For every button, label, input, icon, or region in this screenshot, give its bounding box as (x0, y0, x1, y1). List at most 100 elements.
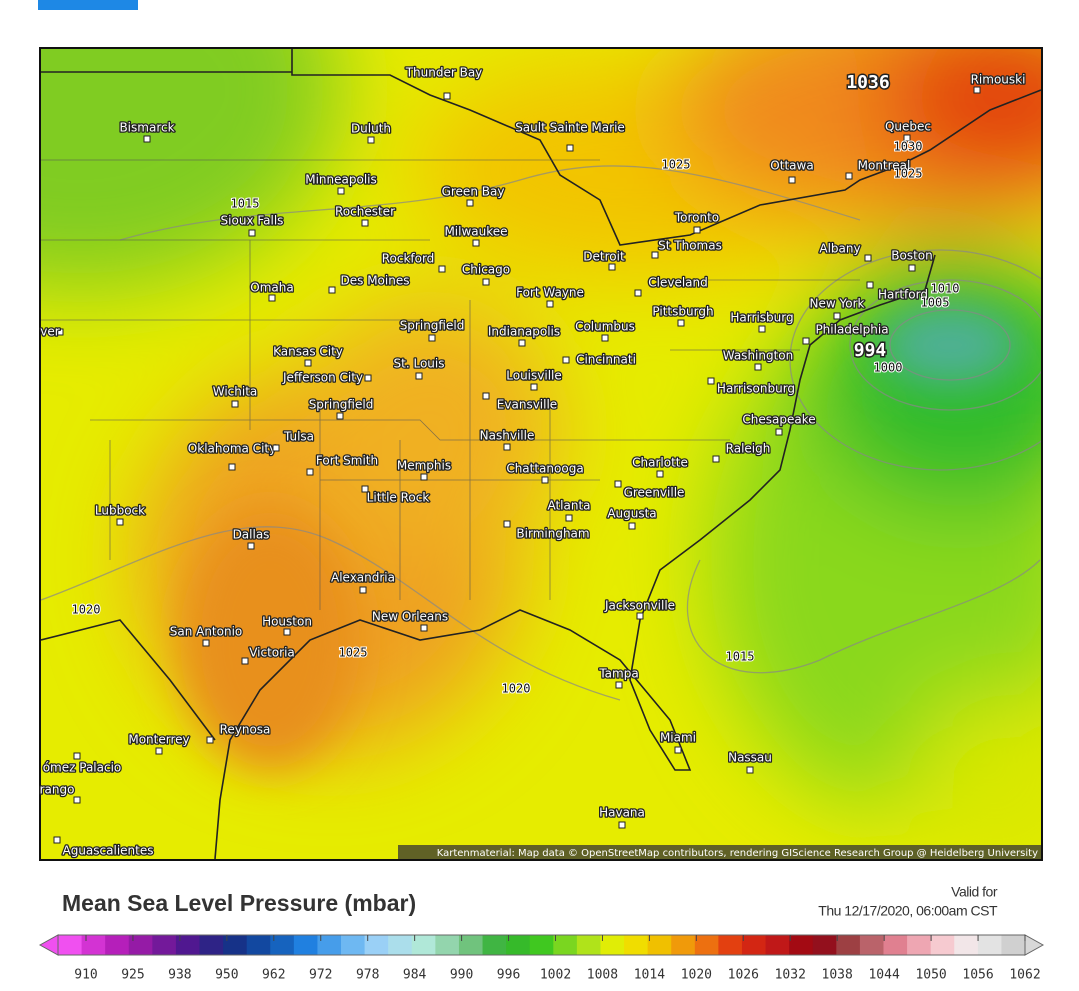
city-label: Green Bay (442, 185, 505, 199)
valid-label: Valid for (951, 884, 998, 900)
colorbar-label: 950 (215, 968, 238, 983)
map-frame (39, 47, 1043, 861)
city-label: New York (810, 297, 865, 311)
city-label: ver (40, 325, 59, 339)
isobar-label: 1015 (231, 197, 260, 211)
city-label: Nassau (728, 751, 772, 765)
city-label: Charlotte (632, 456, 688, 470)
colorbar-segment (506, 935, 531, 955)
colorbar-label: 978 (356, 968, 379, 983)
city-label: Birmingham (516, 527, 589, 541)
city-marker (565, 514, 573, 522)
city-marker (908, 264, 916, 272)
city-label: Harrisonburg (717, 382, 795, 396)
city-marker (615, 681, 623, 689)
isobar-label: 1000 (874, 361, 903, 375)
attribution: Kartenmaterial: Map data © OpenStreetMap… (437, 848, 1038, 859)
isobar-label: 1020 (502, 682, 531, 696)
borders (41, 49, 1041, 859)
colorbar-segment (954, 935, 979, 955)
city-label: Boston (891, 249, 932, 263)
city-label: Bismarck (119, 121, 174, 135)
city-marker (608, 263, 616, 271)
city-label: Fort Wayne (516, 286, 584, 300)
city-marker (202, 639, 210, 647)
colorbar-segment (836, 935, 861, 955)
city-marker (228, 463, 236, 471)
city-label: Sault Sainte Marie (515, 121, 625, 135)
isobar-label: 994 (854, 340, 887, 361)
colorbar-segment (175, 935, 201, 955)
isobar-label: 1010 (931, 282, 960, 296)
city-label: rango (40, 783, 75, 797)
colorbar-segment (907, 935, 932, 955)
city-label: Monterrey (128, 733, 189, 747)
colorbar-label: 984 (403, 968, 427, 983)
city-marker (438, 265, 446, 273)
header-tab[interactable] (38, 0, 138, 10)
city-marker (143, 135, 151, 143)
colorbar-segment (128, 935, 153, 955)
city-label: Augusta (607, 507, 656, 521)
colorbar-label: 962 (262, 968, 285, 983)
colorbar-segment (435, 935, 460, 955)
city-marker (601, 334, 609, 342)
city-label: Wichita (213, 385, 258, 399)
colorbar-segment (765, 935, 790, 955)
colorbar-segment (411, 935, 436, 955)
city-label: Sioux Falls (221, 214, 284, 228)
city-label: Rochester (335, 205, 395, 219)
city-label: Tulsa (283, 430, 314, 444)
city-label: Louisville (506, 369, 562, 383)
city-marker (328, 286, 336, 294)
isobar-label: 1025 (339, 646, 368, 660)
city-label: Chesapeake (742, 413, 815, 427)
city-marker (306, 468, 314, 476)
city-marker (636, 612, 644, 620)
colorbar-segment (883, 935, 908, 955)
city-marker (361, 485, 369, 493)
city-label: Jacksonville (604, 599, 675, 613)
colorbar-segment (293, 935, 318, 955)
city-marker (618, 821, 626, 829)
city-label: Alexandria (331, 571, 395, 585)
city-marker (677, 319, 685, 327)
colorbar-segment (647, 935, 672, 955)
city-marker (634, 289, 642, 297)
colorbar-label: 1020 (681, 968, 712, 983)
city-marker (56, 328, 64, 336)
colorbar-segment (930, 935, 955, 955)
city-label: Des Moines (341, 274, 410, 288)
colorbar-label: 1002 (540, 968, 571, 983)
colorbar-segment (270, 935, 295, 955)
colorbar-label: 990 (450, 968, 473, 983)
colorbar-arrow-right (1024, 934, 1045, 956)
city-marker (268, 294, 276, 302)
city-marker (788, 176, 796, 184)
city-label: Houston (262, 615, 312, 629)
city-marker (367, 136, 375, 144)
colorbar-segment (199, 935, 224, 955)
city-label: St. Louis (394, 357, 445, 371)
colorbar-segment (364, 935, 389, 955)
city-marker (693, 226, 701, 234)
colorbar-label: 996 (497, 968, 520, 983)
city-marker (758, 325, 766, 333)
city-label: Pittsburgh (652, 305, 713, 319)
city-label: Rimouski (971, 73, 1026, 87)
city-label: Cincinnati (576, 353, 636, 367)
colorbar-label: 1026 (728, 968, 759, 983)
colorbar-segment (388, 935, 413, 955)
city-label: Hartford (878, 288, 928, 302)
city-marker (903, 134, 911, 142)
colorbar-segment (671, 935, 696, 955)
city-label: Chicago (462, 263, 510, 277)
isobar-label: 1015 (726, 650, 755, 664)
city-label: San Antonio (170, 625, 243, 639)
city-label: Raleigh (726, 442, 771, 456)
city-label: Fort Smith (316, 454, 378, 468)
city-label: Victoria (249, 646, 295, 660)
colorbar-segment (81, 935, 106, 955)
colorbar-segment (317, 935, 342, 955)
city-label: Aguascalientes (63, 844, 154, 858)
